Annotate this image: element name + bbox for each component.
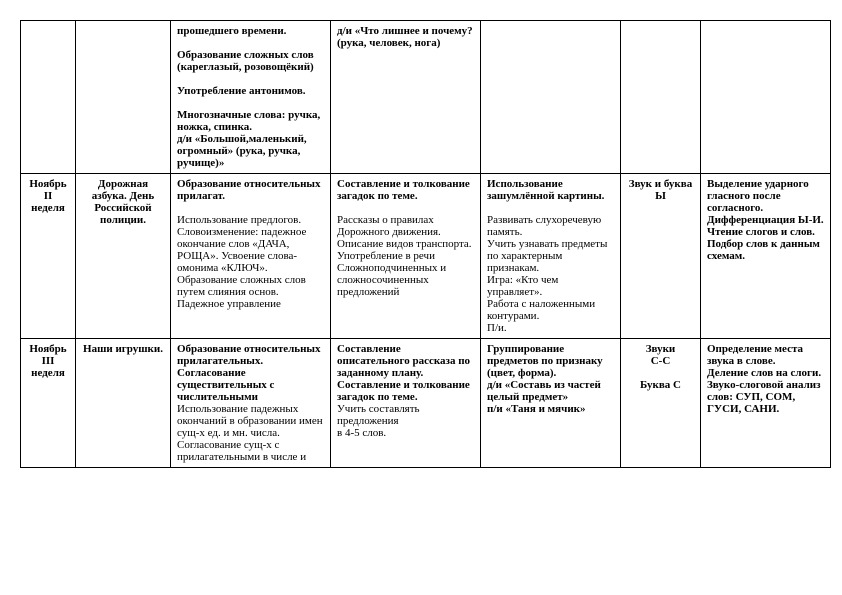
cell-col4: Составление и толкование загадок по теме…	[331, 174, 481, 339]
cell-col4: Составление описательного рассказа по за…	[331, 339, 481, 468]
cell-period	[21, 21, 76, 174]
cell-topic: Дорожная азбука. День Российской полиции…	[76, 174, 171, 339]
cell-col3: Образование относительных прилагательных…	[171, 339, 331, 468]
cell-col4: д/и «Что лишнее и почему?(рука, человек,…	[331, 21, 481, 174]
cell-col3: Образование относительных прилагат. Испол…	[171, 174, 331, 339]
cell-col7	[701, 21, 831, 174]
cell-body: Учить составлять предложенияв 4-5 слов.	[337, 403, 420, 439]
table-row: НоябрьIIIнеделя Наши игрушки. Образовани…	[21, 339, 831, 468]
cell-bold: Образование относительных прилагат.	[177, 178, 321, 202]
cell-topic: Наши игрушки.	[76, 339, 171, 468]
cell-topic	[76, 21, 171, 174]
cell-period: НоябрьIIIнеделя	[21, 339, 76, 468]
cell-col6: Звук и букваЫ	[621, 174, 701, 339]
cell-col5	[481, 21, 621, 174]
cell-col5: Группирование предметов по признаку (цве…	[481, 339, 621, 468]
cell-col7: Выделение ударного гласного после соглас…	[701, 174, 831, 339]
cell-body: Развивать слухоречевую память.Учить узна…	[487, 214, 607, 334]
table-row: прошедшего времени.Образование сложных с…	[21, 21, 831, 174]
curriculum-table: прошедшего времени.Образование сложных с…	[20, 20, 831, 468]
cell-bold: Группирование предметов по признаку (цве…	[487, 343, 603, 415]
cell-bold: Составление описательного рассказа по за…	[337, 343, 470, 403]
cell-bold: Образование относительных прилагательных…	[177, 343, 321, 403]
cell-body: Использование предлогов.Словоизменение: …	[177, 214, 306, 310]
cell-col3: прошедшего времени.Образование сложных с…	[171, 21, 331, 174]
cell-col7: Определение места звука в слове.Деление …	[701, 339, 831, 468]
cell-body: Рассказы о правилах Дорожного движения.О…	[337, 214, 472, 298]
cell-col6: ЗвукиС-СБуква С	[621, 339, 701, 468]
cell-bold: Составление и толкование загадок по теме…	[337, 178, 470, 202]
cell-bold: Использование зашумлённой картины.	[487, 178, 604, 202]
cell-period: НоябрьIIнеделя	[21, 174, 76, 339]
cell-body: Использование падежных окончаний в образ…	[177, 403, 323, 463]
cell-col5: Использование зашумлённой картины. Развив…	[481, 174, 621, 339]
table-row: НоябрьIIнеделя Дорожная азбука. День Рос…	[21, 174, 831, 339]
cell-col6	[621, 21, 701, 174]
